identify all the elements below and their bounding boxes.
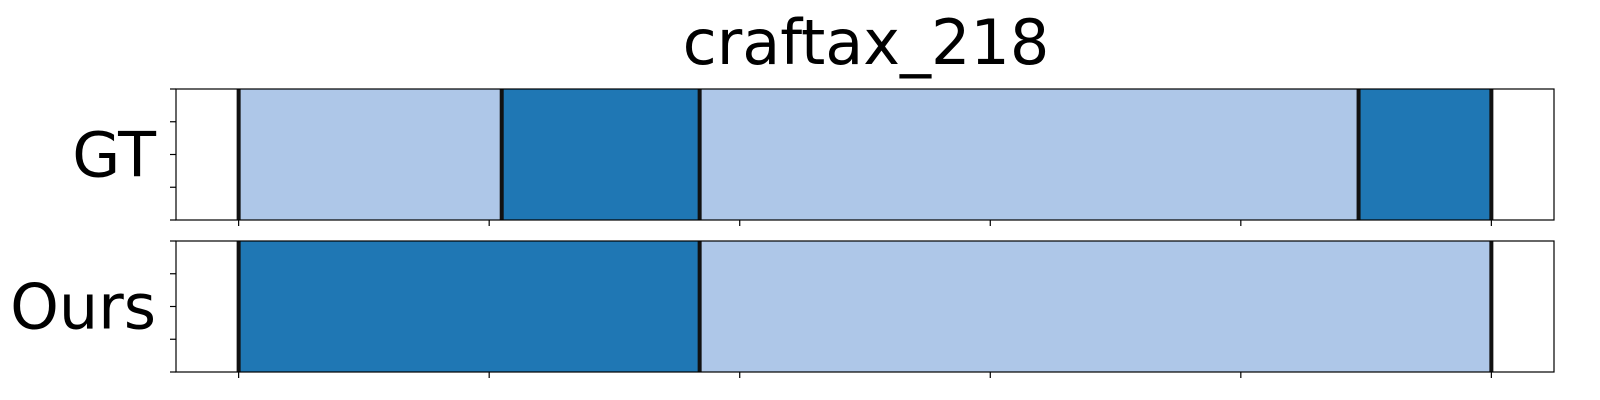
row-label-gt: GT [72, 119, 157, 192]
segment-gt-1 [501, 89, 700, 220]
segment-gt-0 [238, 89, 502, 220]
row-label-ours: Ours [10, 271, 156, 344]
segment-ours-1 [699, 241, 1492, 372]
segment-ours-0 [238, 241, 700, 372]
segment-gt-3 [1358, 89, 1492, 220]
segment-gt-2 [699, 89, 1359, 220]
panel-ours: Ours [10, 240, 1555, 378]
panel-gt: GT [72, 88, 1555, 226]
panels: GT Ours [10, 88, 1555, 378]
chart-title: craftax_218 [683, 6, 1050, 79]
